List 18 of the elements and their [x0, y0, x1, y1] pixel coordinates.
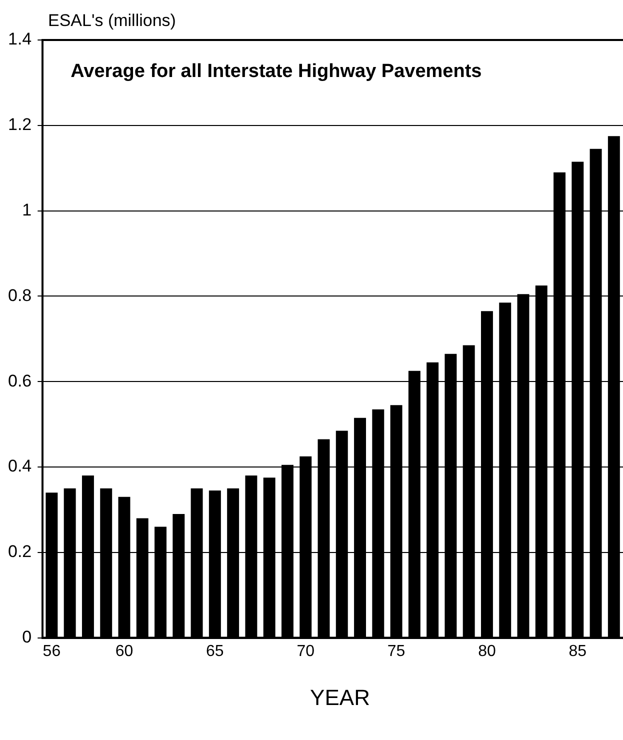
y-tick-label: 1.2	[8, 115, 32, 134]
y-tick-label: 1	[22, 200, 32, 220]
y-tick-label: 0.8	[8, 286, 32, 305]
x-tick-label: 80	[478, 642, 496, 660]
y-tick-label: 1.4	[8, 30, 32, 49]
y-axis-title: ESAL's (millions)	[48, 11, 176, 30]
x-tick-label: 60	[115, 642, 134, 660]
x-tick-label: 75	[387, 642, 406, 660]
x-axis-title: YEAR	[310, 684, 370, 710]
x-tick-label: 56	[42, 642, 61, 660]
text: Average for all Interstate Highway Pavements	[70, 61, 482, 82]
x-tick-label: 70	[296, 642, 315, 660]
y-tick-label: 0	[22, 627, 32, 646]
y-tick-label: 0.4	[8, 456, 32, 476]
y-tick-label: 0.6	[8, 371, 32, 390]
y-tick-label: 0.2	[8, 542, 32, 562]
x-tick-label: 85	[568, 642, 587, 660]
x-tick-label: 65	[206, 642, 224, 660]
